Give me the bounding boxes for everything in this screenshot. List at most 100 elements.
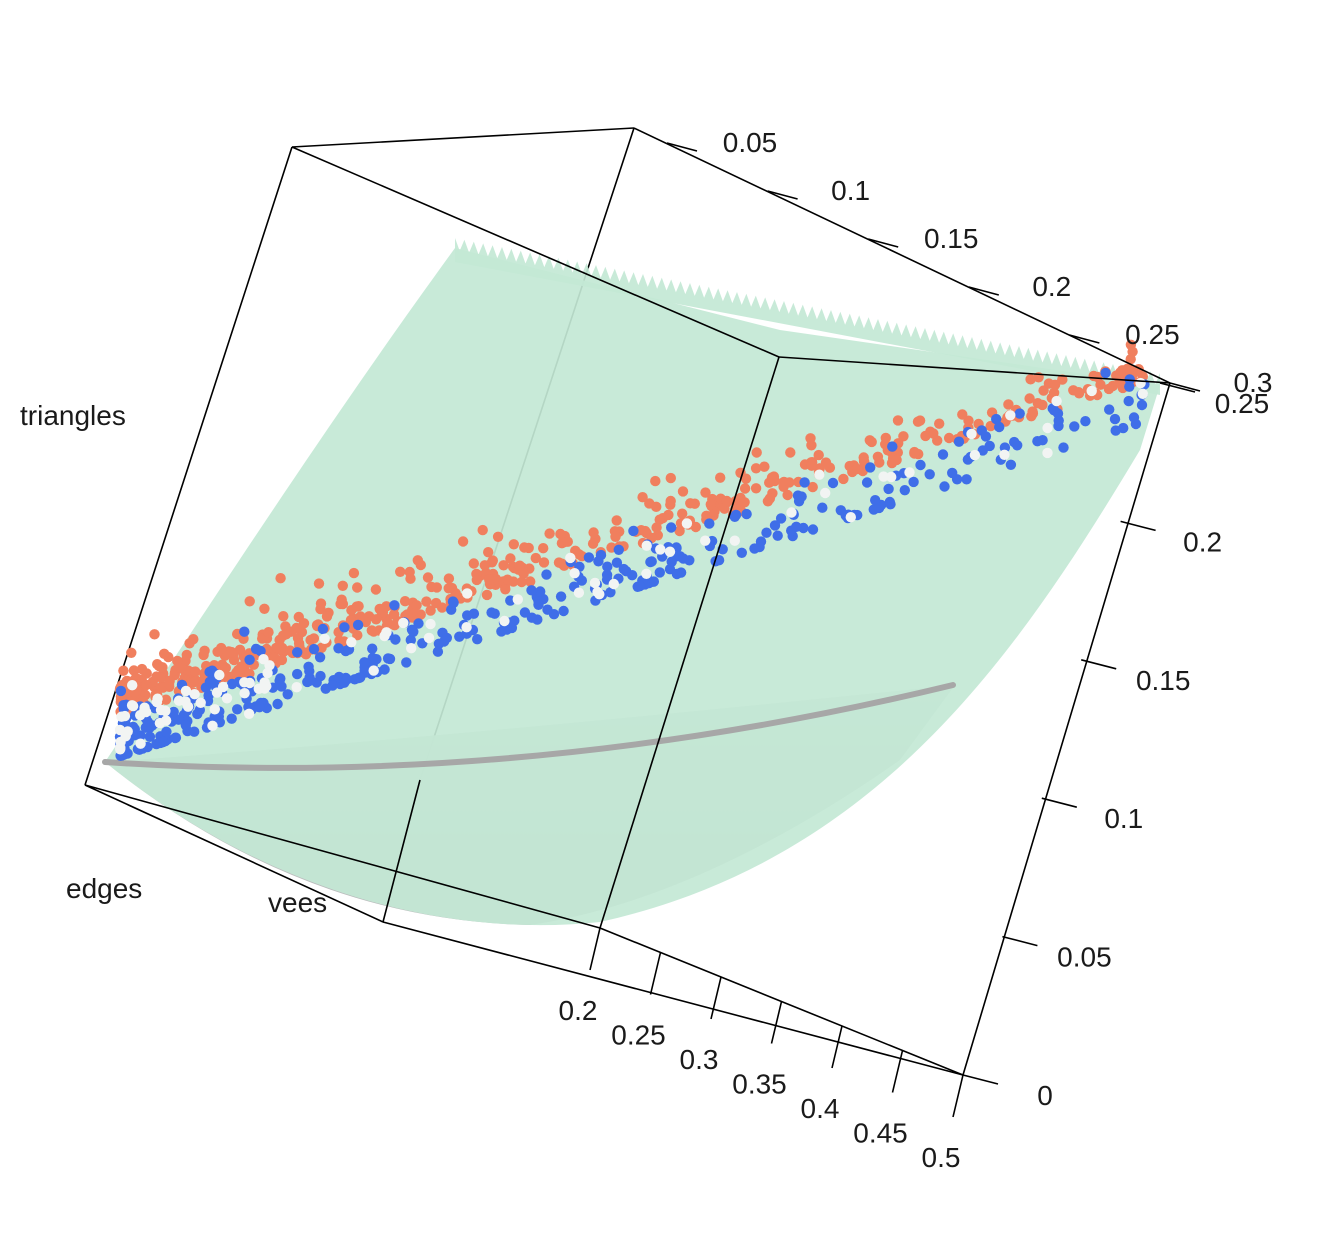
data-point [565, 552, 576, 564]
data-point [189, 689, 200, 700]
data-point [381, 627, 392, 638]
data-point [750, 463, 762, 474]
data-point [700, 487, 711, 498]
data-point [291, 682, 302, 693]
data-point [263, 627, 274, 638]
data-point [569, 568, 580, 579]
data-point [880, 432, 891, 444]
data-point [750, 483, 762, 494]
data-point [937, 449, 949, 460]
data-point [754, 541, 765, 553]
data-point [157, 662, 168, 673]
data-point [904, 467, 915, 478]
data-point [244, 654, 255, 665]
data-point [535, 586, 546, 597]
data-point [891, 454, 902, 466]
data-point [665, 499, 676, 510]
data-point [280, 621, 291, 632]
data-point [1048, 405, 1060, 416]
data-point [282, 689, 293, 700]
axis-label-triangles: triangles [20, 400, 126, 431]
data-point [991, 413, 1002, 425]
data-point [628, 525, 639, 537]
data-point [1042, 422, 1053, 434]
data-point [583, 552, 595, 563]
data-point [608, 578, 619, 590]
data-point [477, 524, 488, 536]
data-point [764, 477, 775, 488]
data-point [994, 421, 1005, 433]
data-point [120, 731, 131, 742]
data-point [115, 685, 127, 697]
data-point [499, 615, 510, 627]
data-point [292, 668, 303, 680]
data-point [873, 502, 885, 514]
triangles-tick-mark [962, 1074, 999, 1085]
data-point [184, 638, 195, 649]
data-point [1136, 399, 1148, 411]
data-point [139, 702, 150, 713]
data-point [587, 538, 599, 549]
data-point [308, 633, 320, 644]
data-point [399, 596, 411, 607]
data-point [715, 472, 726, 483]
data-point [764, 493, 776, 504]
data-point [589, 577, 601, 589]
data-point [953, 436, 965, 447]
data-point [402, 609, 413, 620]
data-point [182, 701, 194, 712]
data-point [135, 710, 146, 721]
edges-tick-mark [589, 927, 601, 971]
data-point [736, 547, 747, 558]
data-point [335, 598, 346, 610]
data-point [1014, 408, 1025, 419]
data-point [739, 497, 750, 508]
data-point [317, 623, 329, 635]
edges-tick-label: 0.2 [559, 995, 598, 1026]
data-point [516, 576, 527, 588]
data-point [610, 531, 621, 542]
data-point [190, 666, 201, 677]
data-point [293, 638, 305, 649]
data-point [721, 495, 732, 507]
data-point [333, 643, 344, 654]
data-point [374, 603, 385, 615]
data-point [887, 441, 898, 452]
data-point [883, 483, 894, 495]
data-point [704, 518, 715, 529]
data-point [1069, 421, 1080, 432]
data-point [648, 576, 659, 587]
data-point [236, 661, 247, 672]
data-point [838, 473, 849, 485]
data-point [1073, 388, 1085, 399]
data-point [160, 705, 171, 717]
data-point [999, 449, 1010, 460]
data-point [502, 574, 513, 585]
edges-tick-label: 0.4 [801, 1093, 840, 1124]
data-point [278, 630, 289, 641]
data-point [533, 599, 544, 610]
vees-tick-mark [1069, 334, 1100, 344]
data-point [188, 676, 200, 688]
data-point [1123, 395, 1134, 407]
data-point [337, 580, 348, 591]
data-point [700, 535, 711, 546]
triangles-tick-mark [1081, 659, 1117, 670]
data-point [799, 477, 810, 488]
data-point [355, 611, 366, 622]
data-point [141, 679, 152, 691]
data-point [518, 568, 529, 579]
data-point [481, 589, 493, 601]
data-point [126, 647, 137, 658]
data-point [154, 717, 166, 729]
data-point [144, 731, 156, 742]
data-point [908, 476, 919, 488]
data-point [928, 428, 939, 439]
data-point [775, 513, 787, 524]
data-point [239, 688, 250, 699]
data-point [1125, 354, 1136, 365]
data-point [308, 643, 320, 655]
data-point [872, 451, 884, 462]
data-point [677, 486, 689, 497]
